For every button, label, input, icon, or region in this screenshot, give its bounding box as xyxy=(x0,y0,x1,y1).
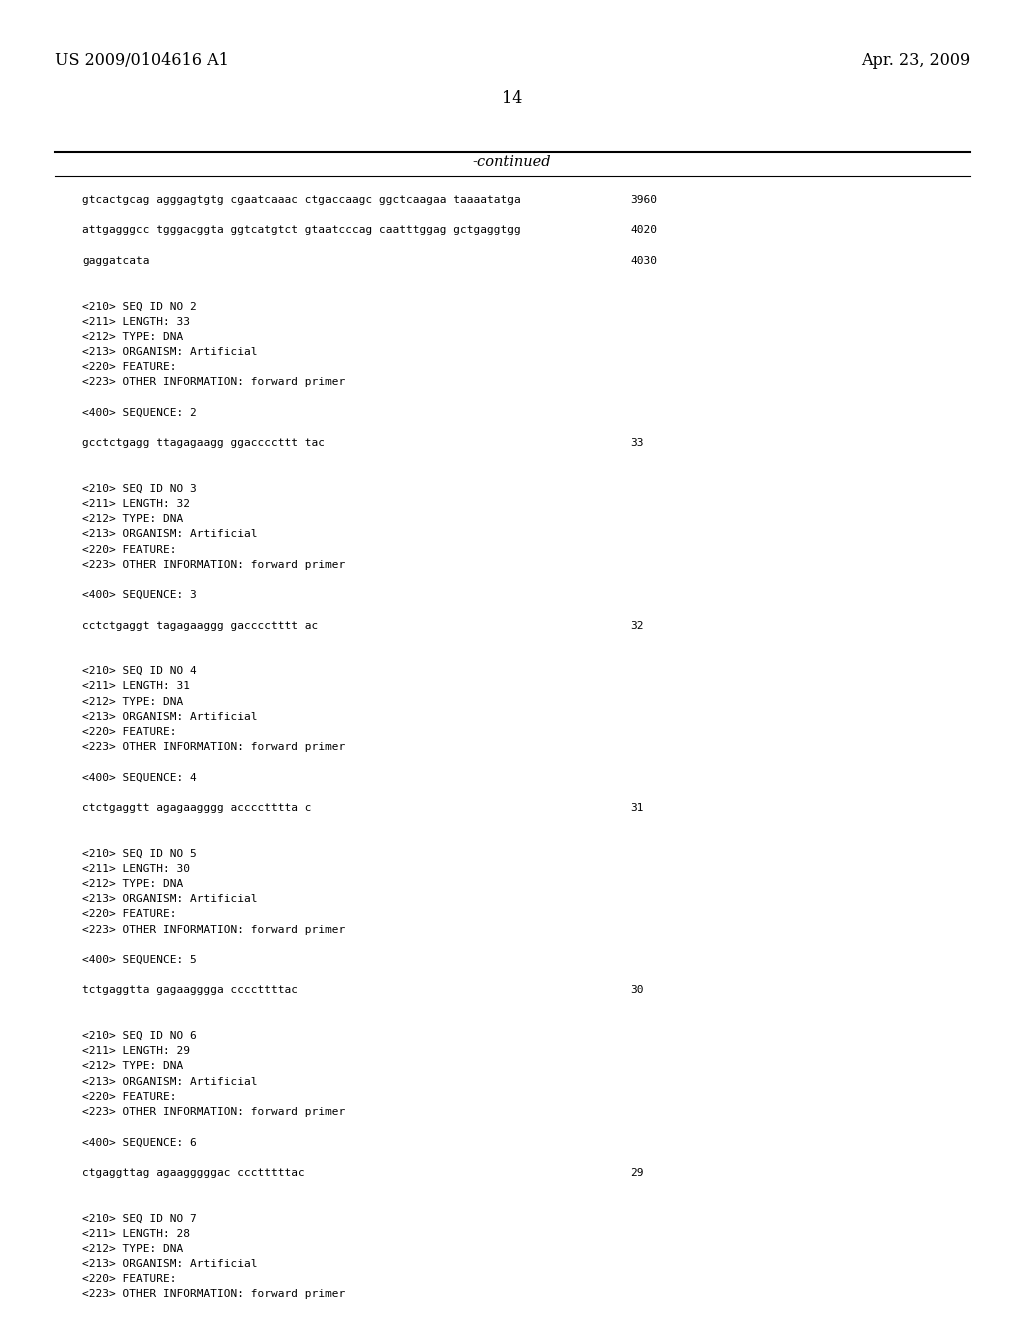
Text: <220> FEATURE:: <220> FEATURE: xyxy=(82,545,176,554)
Text: <213> ORGANISM: Artificial: <213> ORGANISM: Artificial xyxy=(82,529,257,540)
Text: tctgaggtta gagaagggga ccccttttac: tctgaggtta gagaagggga ccccttttac xyxy=(82,986,298,995)
Text: <223> OTHER INFORMATION: forward primer: <223> OTHER INFORMATION: forward primer xyxy=(82,1107,345,1117)
Text: -continued: -continued xyxy=(473,154,551,169)
Text: 33: 33 xyxy=(630,438,643,449)
Text: 31: 31 xyxy=(630,803,643,813)
Text: <223> OTHER INFORMATION: forward primer: <223> OTHER INFORMATION: forward primer xyxy=(82,1290,345,1299)
Text: gaggatcata: gaggatcata xyxy=(82,256,150,265)
Text: <220> FEATURE:: <220> FEATURE: xyxy=(82,1092,176,1102)
Text: 29: 29 xyxy=(630,1168,643,1177)
Text: Apr. 23, 2009: Apr. 23, 2009 xyxy=(861,51,970,69)
Text: <211> LENGTH: 30: <211> LENGTH: 30 xyxy=(82,863,190,874)
Text: <213> ORGANISM: Artificial: <213> ORGANISM: Artificial xyxy=(82,347,257,356)
Text: <210> SEQ ID NO 5: <210> SEQ ID NO 5 xyxy=(82,849,197,858)
Text: <212> TYPE: DNA: <212> TYPE: DNA xyxy=(82,1243,183,1254)
Text: <400> SEQUENCE: 4: <400> SEQUENCE: 4 xyxy=(82,772,197,783)
Text: <213> ORGANISM: Artificial: <213> ORGANISM: Artificial xyxy=(82,1077,257,1086)
Text: gcctctgagg ttagagaagg ggaccccttt tac: gcctctgagg ttagagaagg ggaccccttt tac xyxy=(82,438,325,449)
Text: <400> SEQUENCE: 2: <400> SEQUENCE: 2 xyxy=(82,408,197,418)
Text: <212> TYPE: DNA: <212> TYPE: DNA xyxy=(82,1061,183,1072)
Text: <212> TYPE: DNA: <212> TYPE: DNA xyxy=(82,331,183,342)
Text: <213> ORGANISM: Artificial: <213> ORGANISM: Artificial xyxy=(82,894,257,904)
Text: cctctgaggt tagagaaggg gacccctttt ac: cctctgaggt tagagaaggg gacccctttt ac xyxy=(82,620,318,631)
Text: <210> SEQ ID NO 3: <210> SEQ ID NO 3 xyxy=(82,484,197,494)
Text: ctgaggttag agaagggggac ccctttttac: ctgaggttag agaagggggac ccctttttac xyxy=(82,1168,305,1177)
Text: 4020: 4020 xyxy=(630,226,657,235)
Text: <210> SEQ ID NO 2: <210> SEQ ID NO 2 xyxy=(82,301,197,312)
Text: <213> ORGANISM: Artificial: <213> ORGANISM: Artificial xyxy=(82,711,257,722)
Text: <210> SEQ ID NO 6: <210> SEQ ID NO 6 xyxy=(82,1031,197,1041)
Text: attgagggcc tgggacggta ggtcatgtct gtaatcccag caatttggag gctgaggtgg: attgagggcc tgggacggta ggtcatgtct gtaatcc… xyxy=(82,226,521,235)
Text: <211> LENGTH: 29: <211> LENGTH: 29 xyxy=(82,1047,190,1056)
Text: <400> SEQUENCE: 6: <400> SEQUENCE: 6 xyxy=(82,1138,197,1147)
Text: 30: 30 xyxy=(630,986,643,995)
Text: <211> LENGTH: 32: <211> LENGTH: 32 xyxy=(82,499,190,510)
Text: <213> ORGANISM: Artificial: <213> ORGANISM: Artificial xyxy=(82,1259,257,1269)
Text: 14: 14 xyxy=(502,90,522,107)
Text: <220> FEATURE:: <220> FEATURE: xyxy=(82,362,176,372)
Text: US 2009/0104616 A1: US 2009/0104616 A1 xyxy=(55,51,229,69)
Text: <220> FEATURE:: <220> FEATURE: xyxy=(82,1274,176,1284)
Text: gtcactgcag agggagtgtg cgaatcaaac ctgaccaagc ggctcaagaa taaaatatga: gtcactgcag agggagtgtg cgaatcaaac ctgacca… xyxy=(82,195,521,205)
Text: 32: 32 xyxy=(630,620,643,631)
Text: <212> TYPE: DNA: <212> TYPE: DNA xyxy=(82,515,183,524)
Text: <210> SEQ ID NO 7: <210> SEQ ID NO 7 xyxy=(82,1213,197,1224)
Text: <223> OTHER INFORMATION: forward primer: <223> OTHER INFORMATION: forward primer xyxy=(82,742,345,752)
Text: <220> FEATURE:: <220> FEATURE: xyxy=(82,727,176,737)
Text: <223> OTHER INFORMATION: forward primer: <223> OTHER INFORMATION: forward primer xyxy=(82,378,345,387)
Text: <211> LENGTH: 31: <211> LENGTH: 31 xyxy=(82,681,190,692)
Text: <220> FEATURE:: <220> FEATURE: xyxy=(82,909,176,920)
Text: <223> OTHER INFORMATION: forward primer: <223> OTHER INFORMATION: forward primer xyxy=(82,924,345,935)
Text: <210> SEQ ID NO 4: <210> SEQ ID NO 4 xyxy=(82,667,197,676)
Text: <212> TYPE: DNA: <212> TYPE: DNA xyxy=(82,879,183,888)
Text: 4030: 4030 xyxy=(630,256,657,265)
Text: <211> LENGTH: 28: <211> LENGTH: 28 xyxy=(82,1229,190,1238)
Text: ctctgaggtt agagaagggg acccctttta c: ctctgaggtt agagaagggg acccctttta c xyxy=(82,803,311,813)
Text: <400> SEQUENCE: 3: <400> SEQUENCE: 3 xyxy=(82,590,197,601)
Text: 3960: 3960 xyxy=(630,195,657,205)
Text: <223> OTHER INFORMATION: forward primer: <223> OTHER INFORMATION: forward primer xyxy=(82,560,345,570)
Text: <212> TYPE: DNA: <212> TYPE: DNA xyxy=(82,697,183,706)
Text: <211> LENGTH: 33: <211> LENGTH: 33 xyxy=(82,317,190,326)
Text: <400> SEQUENCE: 5: <400> SEQUENCE: 5 xyxy=(82,954,197,965)
